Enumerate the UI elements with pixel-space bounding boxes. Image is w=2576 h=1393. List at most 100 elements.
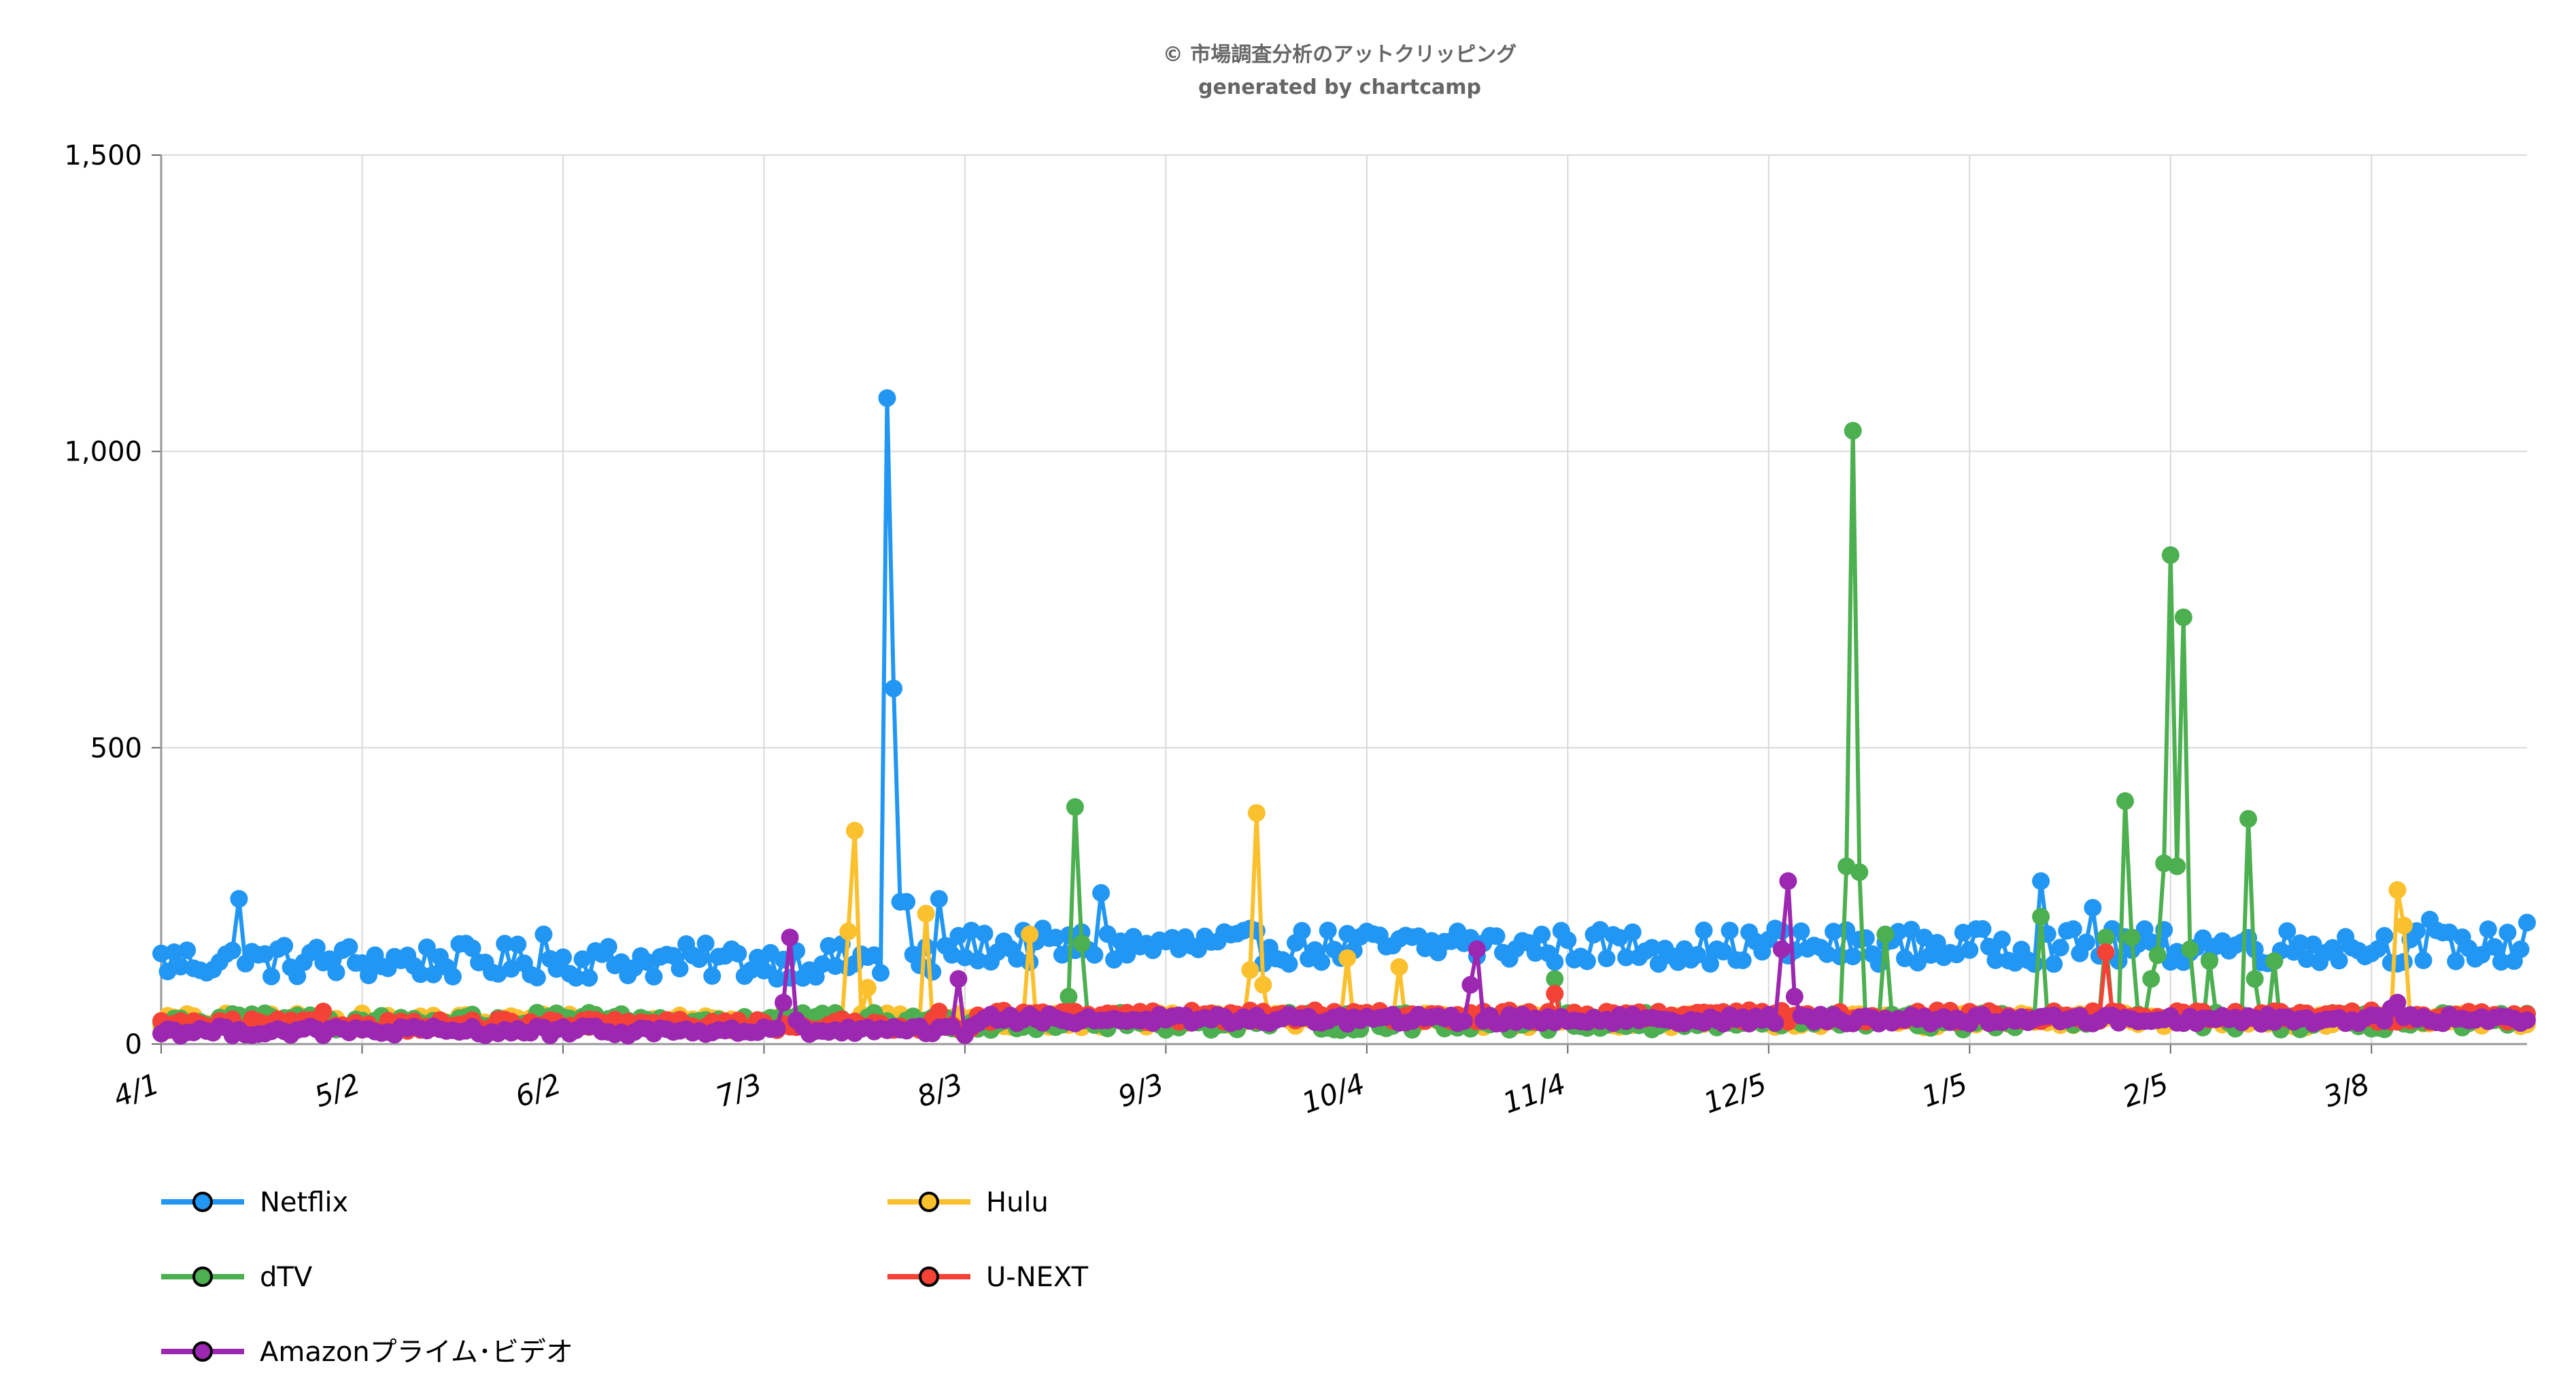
data-point [535, 925, 553, 943]
x-tick-label: 3/8 [2319, 1067, 2373, 1113]
data-point [1844, 422, 1862, 440]
data-point [1643, 939, 1661, 957]
data-point [275, 937, 294, 955]
data-point [2492, 953, 2510, 971]
data-point [1993, 930, 2011, 949]
data-point [826, 957, 845, 975]
data-point [1578, 952, 1596, 971]
data-point [171, 958, 190, 976]
data-point [554, 948, 572, 967]
data-point [885, 679, 903, 698]
data-point [1792, 922, 1810, 941]
data-point [1850, 863, 1869, 882]
y-tick-label: 500 [90, 733, 142, 764]
data-point [2375, 926, 2394, 945]
data-point [1689, 945, 1706, 964]
data-point [1785, 988, 1803, 1006]
legend-swatch-marker [192, 1341, 213, 1362]
data-point [463, 939, 481, 958]
data-point [1118, 945, 1136, 964]
legend-item-dTV[interactable]: dTV [161, 1262, 313, 1293]
legend-item-Amazonプライム･ビデオ[interactable]: Amazonプライム･ビデオ [161, 1337, 573, 1368]
data-point [443, 967, 462, 986]
data-point [1254, 975, 1272, 994]
data-point [2330, 952, 2348, 970]
data-point [1247, 804, 1266, 822]
data-point [1714, 943, 1733, 961]
data-point [1390, 958, 1408, 976]
data-point [1695, 921, 1713, 939]
legend-item-U-NEXT[interactable]: U-NEXT [887, 1262, 1089, 1293]
data-point [1597, 950, 1616, 967]
data-point [1526, 944, 1544, 962]
legend-item-Netflix[interactable]: Netflix [161, 1187, 348, 1218]
data-point [1487, 927, 1506, 945]
data-point [165, 943, 184, 961]
x-tick-label: 5/2 [310, 1067, 365, 1113]
data-point [645, 967, 663, 986]
data-point [1092, 884, 1111, 902]
data-point [411, 965, 430, 984]
data-point [729, 945, 747, 962]
x-tick-label: 2/5 [2118, 1067, 2173, 1113]
data-point [1779, 872, 1797, 890]
data-point [2511, 940, 2530, 958]
data-point [2084, 899, 2102, 917]
legend-item-Hulu[interactable]: Hulu [887, 1187, 1049, 1218]
data-point [2097, 928, 2115, 947]
data-point [2447, 952, 2465, 971]
data-point [1649, 955, 1667, 973]
data-point [152, 944, 170, 962]
data-point [2097, 943, 2115, 961]
data-point [2394, 953, 2413, 971]
data-point [703, 967, 722, 985]
data-point [2245, 970, 2264, 988]
data-point [1701, 955, 1719, 973]
data-point [813, 955, 832, 973]
credit-line-1: © 市場調査分析のアットクリッピング [1163, 43, 1516, 67]
data-point [340, 938, 358, 956]
data-point [2201, 952, 2218, 970]
series-group [152, 389, 2536, 1045]
data-point [1021, 925, 1039, 943]
y-tick-label: 1,000 [64, 437, 142, 468]
axes: 0 500 1,000 1,500 4/1 5/2 6/2 7/3 8/3 9/3 10/4 11/4… [64, 140, 2527, 1120]
y-tick-label: 0 [125, 1029, 142, 1060]
data-point [819, 937, 838, 955]
data-point [327, 963, 345, 981]
data-point [917, 905, 935, 923]
data-point [975, 924, 994, 943]
data-point [1617, 948, 1636, 967]
data-point [1312, 953, 1331, 971]
data-point [930, 1003, 948, 1021]
data-point [2369, 940, 2387, 958]
y-tick-label: 1,500 [64, 140, 142, 171]
data-point [2032, 872, 2050, 890]
data-point [1072, 934, 1091, 952]
data-point [1928, 934, 1946, 952]
x-tick-label: 11/4 [1498, 1067, 1570, 1120]
data-point [1060, 988, 1078, 1006]
data-point [573, 950, 592, 969]
legend-label: Netflix [260, 1187, 348, 1218]
grid [160, 154, 2527, 1045]
x-tick-label: 8/3 [913, 1067, 967, 1113]
x-tick-label: 1/5 [1917, 1067, 1971, 1113]
data-point [1338, 949, 1357, 967]
data-point [262, 967, 280, 986]
data-point [1876, 925, 1895, 943]
data-point [775, 994, 792, 1011]
data-point [865, 946, 883, 964]
data-point [2304, 935, 2322, 954]
data-point [2168, 857, 2186, 875]
legend: Netflix Hulu dTV U-NEXT Amazonプライム･ビデオ [161, 1187, 1089, 1368]
data-point [839, 922, 858, 941]
data-point [2051, 939, 2069, 957]
data-point [2142, 970, 2160, 988]
data-point [496, 935, 514, 953]
data-point [320, 950, 339, 969]
x-tick-label: 6/2 [511, 1067, 565, 1113]
data-point [1468, 940, 1486, 958]
data-point [1857, 929, 1875, 947]
